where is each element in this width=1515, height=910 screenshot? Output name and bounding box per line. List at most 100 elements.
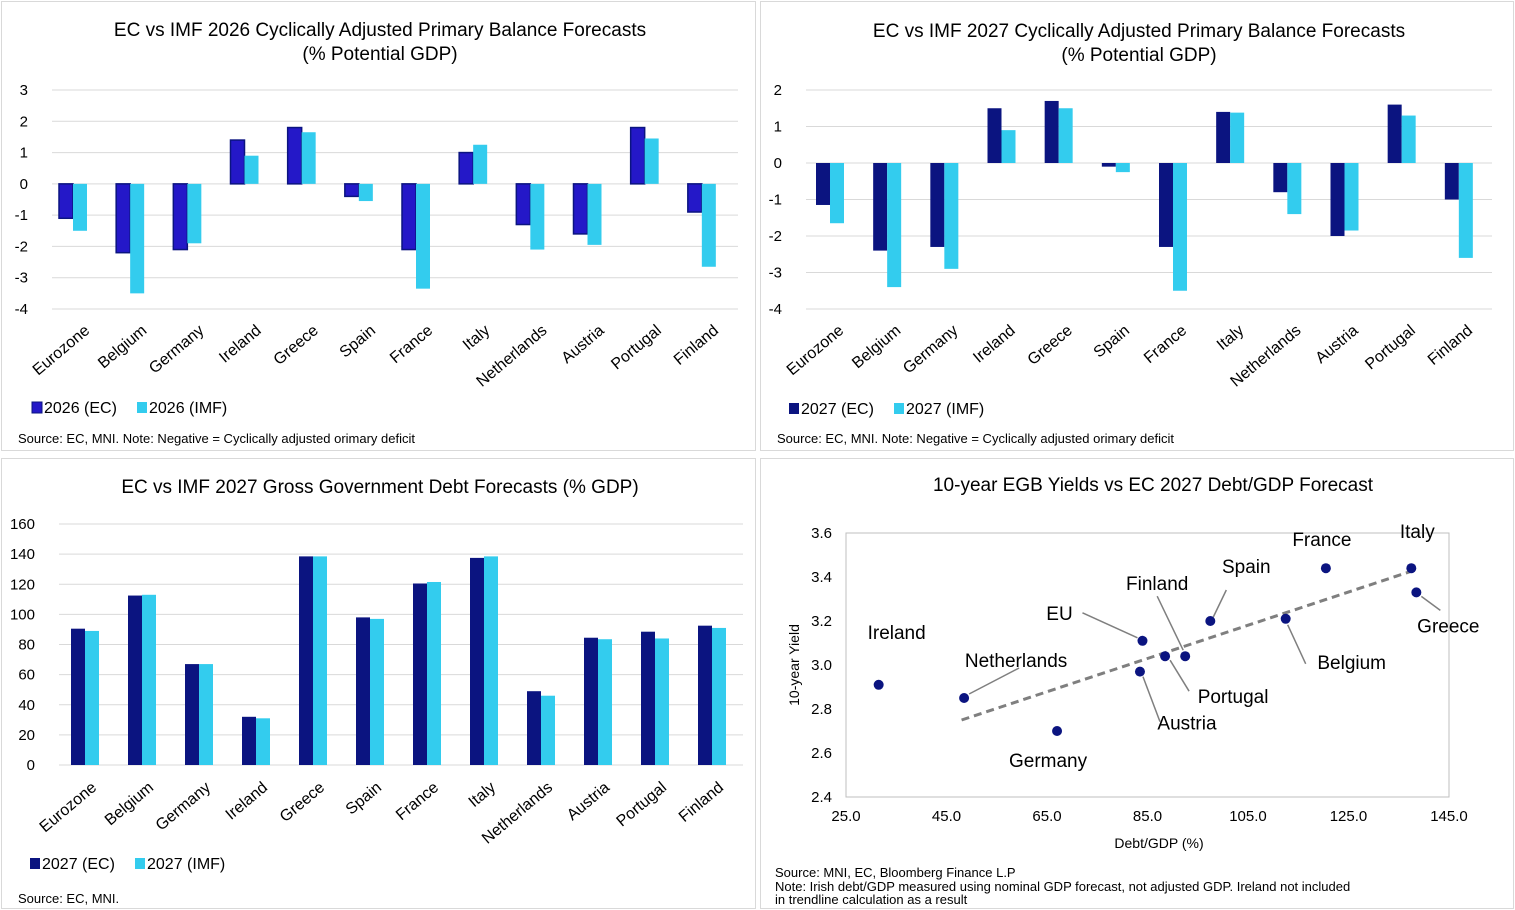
leader-line [1156,595,1184,651]
category-label: Eurozone [37,779,100,836]
bar-ec [629,126,646,185]
scatter-point [1137,635,1148,646]
scatter-point [1406,563,1417,574]
y-tick-label: 1 [20,145,28,162]
bar-ec [1273,163,1288,193]
category-label: Greece [277,779,328,826]
point-label: Finland [1126,574,1188,595]
y-tick-label: 100 [10,606,35,623]
x-tick-label: 25.0 [831,808,860,825]
category-label: Finland [1425,322,1476,369]
leader-line [968,667,1020,695]
y-axis-label: 10-year Yield [786,624,802,706]
bar-imf [142,594,156,765]
legend-label: 2026 (EC) [44,400,117,417]
scatter-point [1411,587,1422,598]
point-label: Italy [1400,522,1435,543]
plot-area [845,532,1450,798]
note-line-2: in trendline calculation as a result [775,892,968,907]
bar-ec [1216,111,1231,163]
bar-imf [1173,163,1187,291]
y-tick-label: -1 [15,207,28,224]
y-tick-label: 1 [774,119,782,136]
leader-line [1169,659,1190,692]
x-tick-label: 125.0 [1330,808,1368,825]
y-tick-label: 0 [774,155,782,172]
bar-ec [115,183,131,254]
category-label: Belgium [95,322,150,372]
legend-label: 2027 (IMF) [906,401,984,418]
bar-ec [930,163,945,247]
y-tick-label: 3.0 [811,657,832,674]
point-label: Greece [1417,616,1479,637]
legend-swatch-imf [137,402,147,413]
bar-imf [644,138,659,184]
bar-ec [1159,163,1173,247]
category-label: France [387,322,436,367]
bar-ec [58,183,74,220]
chart-panel-2027-debt: EC vs IMF 2027 Gross Government Debt For… [1,458,756,909]
category-label: Spain [1091,322,1133,361]
bar-imf [256,718,270,765]
bar-ec [641,631,655,765]
bar-ec [458,151,474,185]
y-tick-label: 2.4 [811,789,832,806]
bar-ec [185,664,199,765]
chart-panel-yield-vs-debt: 10-year EGB Yields vs EC 2027 Debt/GDP F… [760,458,1514,909]
bar-imf [187,183,202,244]
bar-imf [701,183,716,267]
category-label: Eurozone [30,322,93,379]
x-tick-label: 85.0 [1133,808,1162,825]
y-tick-label: 20 [18,727,35,744]
trendline [961,568,1415,722]
bar-ec [1101,163,1116,167]
category-label: Germany [146,322,207,377]
category-label: Greece [1025,322,1076,369]
leader-line [1082,612,1138,639]
bar-ec [698,625,712,765]
bar-imf [301,132,316,184]
y-tick-label: -2 [15,238,28,255]
y-tick-label: 120 [10,576,35,593]
chart-panel-2026-capb: EC vs IMF 2026 Cyclically Adjusted Prima… [1,1,756,451]
category-label: Germany [153,779,214,834]
bar-imf [473,144,488,184]
bar-imf [73,183,87,231]
legend-label: 2027 (EC) [42,856,115,873]
leader-line [1287,624,1307,665]
bar-ec [286,126,303,185]
bar-imf [1115,163,1130,173]
chart-2026-capb: EC vs IMF 2026 Cyclically Adjusted Prima… [15,20,738,446]
y-tick-label: 140 [10,546,35,563]
legend-label: 2027 (EC) [801,401,874,418]
category-label: Austria [1313,322,1362,367]
bar-ec [987,108,1002,163]
chart-subtitle: (% Potential GDP) [302,44,457,65]
bar-imf [1058,108,1073,163]
bar-imf [587,183,602,245]
y-tick-label: 80 [18,637,35,654]
bar-ec [1387,104,1402,163]
bar-ec [527,691,541,765]
bar-ec [470,557,484,765]
category-label: Ireland [216,322,264,366]
scatter-point [1160,651,1171,662]
y-tick-label: 0 [27,757,35,774]
point-label: France [1292,530,1351,551]
category-label: Belgium [849,322,904,372]
bar-ec [344,183,360,198]
bar-ec [356,617,370,765]
bar-ec [816,163,830,205]
bar-ec [1444,163,1459,200]
legend-swatch-ec [31,401,43,414]
legend-label: 2027 (IMF) [147,856,225,873]
scatter-point [873,679,884,690]
category-label: Portugal [1362,322,1419,373]
leader-line [1142,676,1161,722]
y-tick-label: 2.6 [811,745,832,762]
y-tick-label: -3 [769,265,782,282]
point-label: Austria [1157,714,1217,735]
y-tick-label: 40 [18,697,35,714]
category-label: Ireland [223,779,271,823]
bar-ec [1044,100,1059,163]
